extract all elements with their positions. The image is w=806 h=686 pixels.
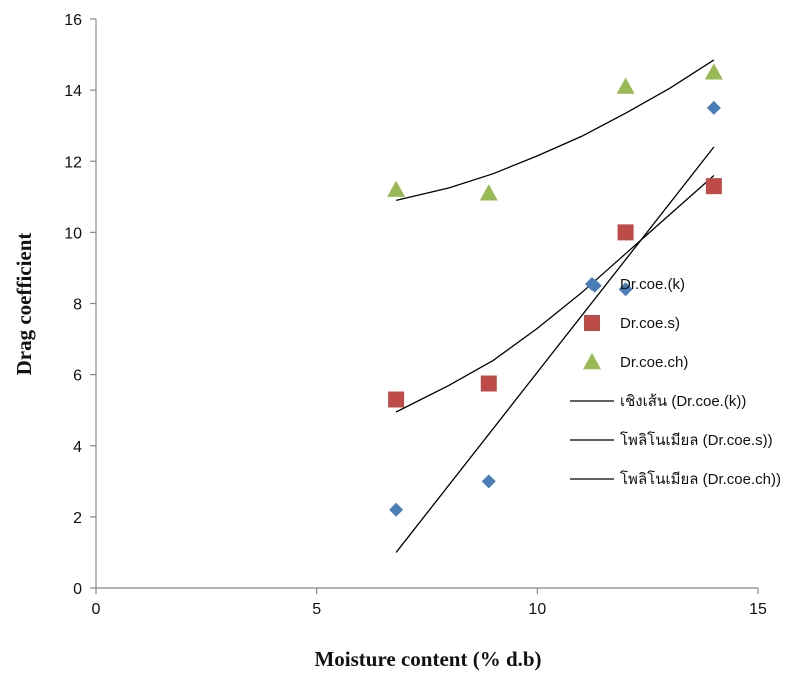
data-point bbox=[618, 282, 633, 297]
data-point bbox=[704, 63, 723, 80]
x-tick-label: 0 bbox=[92, 601, 101, 618]
y-tick-label: 6 bbox=[73, 368, 82, 385]
data-point bbox=[388, 391, 405, 408]
trendline bbox=[395, 175, 715, 413]
data-point bbox=[616, 77, 635, 94]
data-point bbox=[705, 178, 722, 195]
legend-label: Dr.coe.ch) bbox=[620, 354, 688, 371]
y-tick-label: 4 bbox=[73, 439, 82, 456]
plot-area: 0 2 4 6 8 10 12 14 16 0 5 10 15 bbox=[64, 12, 767, 618]
data-point bbox=[479, 184, 498, 201]
legend-label: Dr.coe.(k) bbox=[620, 276, 685, 293]
data-point bbox=[706, 100, 721, 115]
y-tick-label: 16 bbox=[64, 12, 82, 29]
data-point bbox=[617, 224, 634, 241]
y-tick-label: 10 bbox=[64, 225, 82, 242]
data-point bbox=[387, 180, 406, 197]
data-point bbox=[389, 502, 404, 517]
x-tick-label: 10 bbox=[528, 601, 546, 618]
legend-marker bbox=[584, 315, 600, 331]
data-point bbox=[481, 474, 496, 489]
trendline bbox=[395, 146, 715, 553]
x-tick-label: 5 bbox=[312, 601, 321, 618]
y-tick-label: 14 bbox=[64, 83, 82, 100]
y-tick-label: 0 bbox=[73, 581, 82, 598]
trendline bbox=[395, 59, 715, 202]
legend-label: โพลิโนเมียล (Dr.coe.s)) bbox=[620, 431, 773, 449]
x-axis-title: Moisture content (% d.b) bbox=[314, 647, 541, 671]
x-tick-label: 15 bbox=[749, 601, 767, 618]
y-axis-title: Drag coefficient bbox=[12, 233, 36, 376]
y-tick-label: 2 bbox=[73, 510, 82, 527]
legend-marker bbox=[585, 277, 599, 291]
y-tick-label: 8 bbox=[73, 297, 82, 314]
legend-label: เชิงเส้น (Dr.coe.(k)) bbox=[620, 393, 746, 410]
legend-label: โพลิโนเมียล (Dr.coe.ch)) bbox=[620, 470, 781, 488]
legend-label: Dr.coe.s) bbox=[620, 315, 680, 332]
legend: Dr.coe.(k) Dr.coe.s) Dr.coe.ch) เชิงเส้น (D… bbox=[570, 276, 781, 488]
data-point bbox=[480, 375, 497, 392]
legend-marker bbox=[583, 353, 601, 370]
y-tick-label: 12 bbox=[64, 154, 82, 171]
